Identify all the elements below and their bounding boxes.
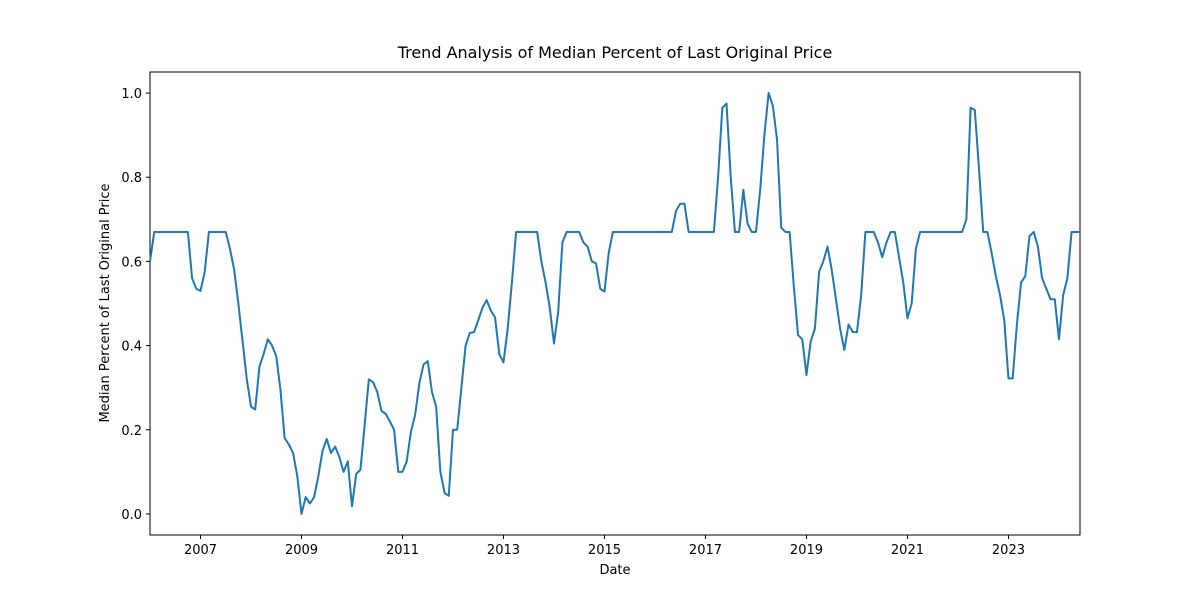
y-tick-label: 0.6	[121, 255, 142, 270]
x-tick-label: 2015	[588, 543, 621, 558]
x-tick-label: 2019	[790, 543, 823, 558]
x-tick-label: 2013	[487, 543, 520, 558]
plot-frame	[149, 71, 1081, 536]
y-tick-label: 0.4	[121, 340, 142, 355]
data-line	[149, 92, 1080, 515]
y-tick-label: 1.0	[121, 87, 142, 102]
y-tick-label: 0.0	[121, 508, 142, 523]
y-axis-label: Median Percent of Last Original Price	[98, 183, 113, 422]
chart-title: Trend Analysis of Median Percent of Last…	[397, 43, 833, 62]
x-tick-label: 2021	[891, 543, 924, 558]
x-tick-label: 2007	[184, 543, 217, 558]
x-tick-label: 2023	[992, 543, 1025, 558]
x-tick-label: 2009	[285, 543, 318, 558]
x-tick-label: 2011	[386, 543, 419, 558]
x-axis-label: Date	[599, 563, 630, 578]
y-tick-label: 0.2	[121, 424, 142, 439]
y-tick-label: 0.8	[121, 171, 142, 186]
x-tick-label: 2017	[689, 543, 722, 558]
